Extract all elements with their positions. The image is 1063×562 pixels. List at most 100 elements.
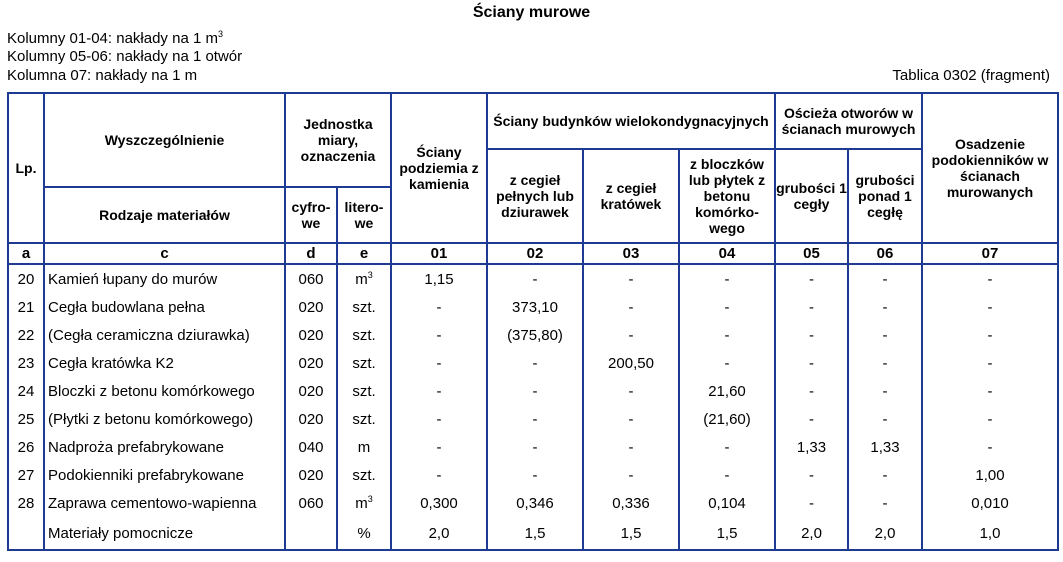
header-col-04: z bloczków lub płytek z betonu komórko-w… <box>678 148 776 244</box>
row-lp: 28 <box>7 489 45 517</box>
row-unit: m <box>336 433 392 461</box>
row-value: - <box>921 433 1060 461</box>
row-value: 1,33 <box>846 433 924 461</box>
header-sciany-budynkow: Ściany budynków wielokondygnacyjnych <box>486 92 776 150</box>
header-jednostka: Jednostka miary, oznaczenia <box>284 92 392 188</box>
row-value: 0,104 <box>678 489 776 517</box>
row-value: 0,010 <box>921 489 1060 517</box>
row-name: Podokienniki prefabrykowane <box>43 461 286 489</box>
row-unit: szt. <box>336 405 392 433</box>
note-column-07: Kolumna 07: nakłady na 1 m <box>7 67 198 84</box>
row-value: 1,33 <box>774 433 849 461</box>
table-reference: Tablica 0302 (fragment) <box>892 67 1050 84</box>
row-code: 020 <box>284 293 338 321</box>
row-value: 2,0 <box>846 517 924 551</box>
row-name: (Płytki z betonu komórkowego) <box>43 405 286 433</box>
row-lp: 21 <box>7 293 45 321</box>
row-value: - <box>678 264 776 293</box>
row-code: 040 <box>284 433 338 461</box>
row-value: 0,346 <box>486 489 584 517</box>
row-value: - <box>678 433 776 461</box>
row-value: 0,300 <box>390 489 488 517</box>
row-name: (Cegła ceramiczna dziurawka) <box>43 321 286 349</box>
row-value: - <box>846 489 924 517</box>
row-code <box>284 517 338 551</box>
row-value: (21,60) <box>678 405 776 433</box>
row-name: Bloczki z betonu komórkowego <box>43 377 286 405</box>
row-unit: % <box>336 517 392 551</box>
row-unit: szt. <box>336 461 392 489</box>
row-value: - <box>390 461 488 489</box>
row-value: - <box>678 349 776 377</box>
row-code: 020 <box>284 461 338 489</box>
row-lp: 23 <box>7 349 45 377</box>
row-name: Zaprawa cementowo-wapienna <box>43 489 286 517</box>
row-name: Cegła budowlana pełna <box>43 293 286 321</box>
header-cyfrowe: cyfro-we <box>284 186 338 244</box>
row-lp: 25 <box>7 405 45 433</box>
row-unit: szt. <box>336 349 392 377</box>
row-value: - <box>486 349 584 377</box>
table-row: 24 Bloczki z betonu komórkowego 020 szt. - - -… <box>7 377 1060 405</box>
row-value: - <box>582 405 680 433</box>
row-value: - <box>846 264 924 293</box>
table-row: Materiały pomocnicze% 2,0 1,5 1,5 1,5 2,0 2,0 1… <box>7 517 1060 551</box>
header-col-05: grubości 1 cegły <box>774 148 849 244</box>
header-osciezа: Ościeża otworów w ścianach murowych <box>773 92 924 150</box>
row-value: - <box>921 293 1060 321</box>
row-value: 1,00 <box>921 461 1060 489</box>
row-value: 200,50 <box>582 349 680 377</box>
row-value: - <box>774 405 849 433</box>
row-value: - <box>846 461 924 489</box>
header-col-03: z cegieł kratówek <box>582 148 680 244</box>
row-value: - <box>921 405 1060 433</box>
row-value: 0,336 <box>582 489 680 517</box>
row-value: - <box>846 405 924 433</box>
row-value: - <box>582 433 680 461</box>
note-columns-05-06: Kolumny 05-06: nakłady na 1 otwór <box>7 48 243 65</box>
row-lp <box>7 517 45 551</box>
row-unit: szt. <box>336 321 392 349</box>
row-value: - <box>774 377 849 405</box>
header-col-07: Osadzenie podokienników w ścianach murow… <box>921 92 1060 244</box>
row-value: - <box>486 377 584 405</box>
row-lp: 26 <box>7 433 45 461</box>
row-value: 1,5 <box>486 517 584 551</box>
row-value: - <box>486 405 584 433</box>
row-value: - <box>678 293 776 321</box>
row-value: 373,10 <box>486 293 584 321</box>
table-row: 20 Kamień łupany do murów 060 m3 1,15- - - - - - <box>7 264 1060 293</box>
row-value: (375,80) <box>486 321 584 349</box>
row-name: Materiały pomocnicze <box>43 517 286 551</box>
row-lp: 24 <box>7 377 45 405</box>
row-unit: szt. <box>336 293 392 321</box>
row-unit: szt. <box>336 377 392 405</box>
row-unit: m3 <box>336 489 392 517</box>
note-columns-01-04: Kolumny 01-04: nakłady na 1 m3 <box>7 29 223 48</box>
row-value: - <box>582 461 680 489</box>
row-value: - <box>774 293 849 321</box>
row-value: - <box>921 321 1060 349</box>
table-row: 28 Zaprawa cementowo-wapienna 060 m3 0,300 0,… <box>7 489 1060 517</box>
row-value: - <box>390 293 488 321</box>
table-row: 22 (Cegła ceramiczna dziurawka) 020 szt. - (3… <box>7 321 1060 349</box>
row-value: - <box>921 349 1060 377</box>
row-value: - <box>774 264 849 293</box>
row-value: 1,15 <box>390 264 488 293</box>
row-value: - <box>846 377 924 405</box>
row-value: - <box>582 377 680 405</box>
row-value: - <box>774 321 849 349</box>
row-value: - <box>390 349 488 377</box>
table-row: 27 Podokienniki prefabrykowane 020 szt. - - - -… <box>7 461 1060 489</box>
row-value: 1,0 <box>921 517 1060 551</box>
table-row: 26 Nadproża prefabrykowane 040 m - - - -1,33 1,3… <box>7 433 1060 461</box>
row-value: - <box>678 461 776 489</box>
header-literowe: litero-we <box>336 186 392 244</box>
row-value: 1,5 <box>678 517 776 551</box>
table-row: 21 Cegła budowlana pełna 020 szt. -373,10- - -… <box>7 293 1060 321</box>
row-value: - <box>486 433 584 461</box>
row-value: - <box>846 321 924 349</box>
row-lp: 27 <box>7 461 45 489</box>
row-code: 060 <box>284 264 338 293</box>
row-value: - <box>582 321 680 349</box>
